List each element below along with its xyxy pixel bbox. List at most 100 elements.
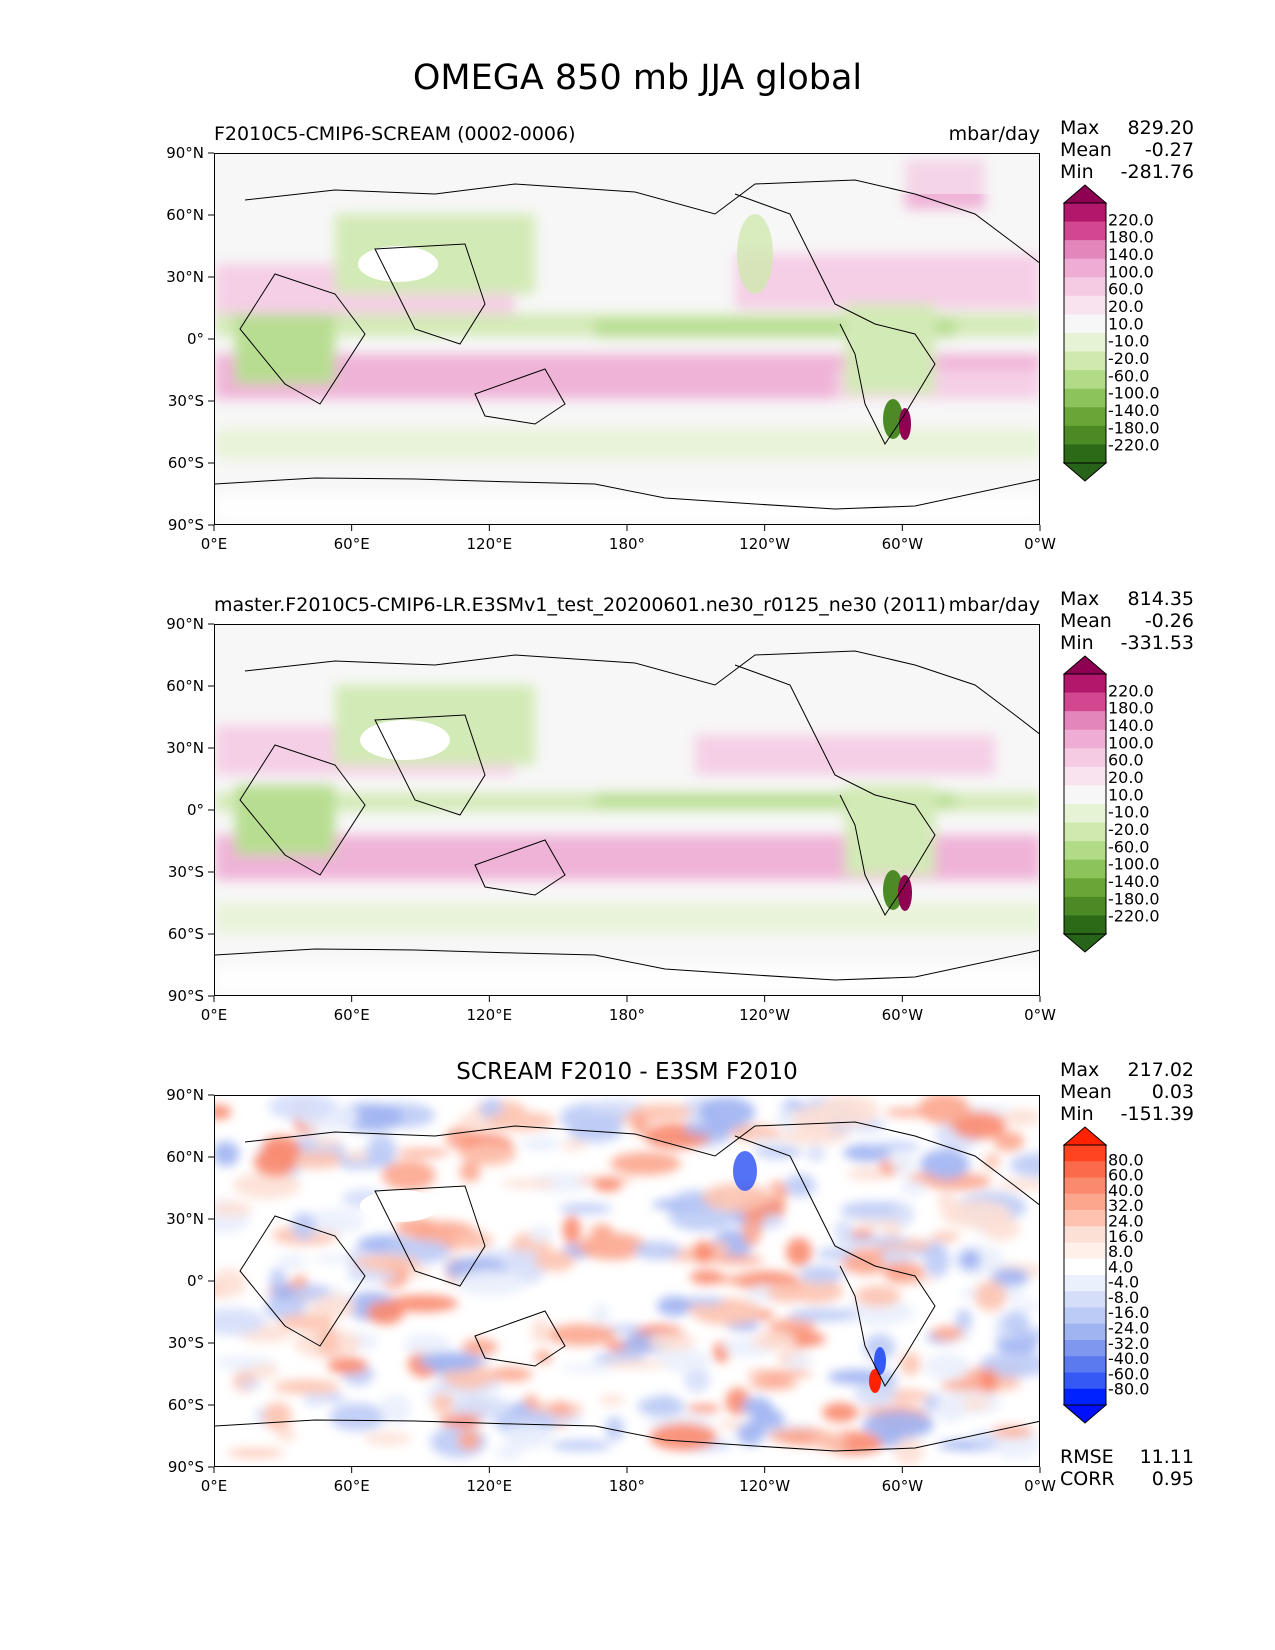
- diff-anomaly: [395, 1217, 439, 1238]
- diff-anomaly: [991, 1268, 1030, 1287]
- panel3-map: [214, 1095, 1040, 1467]
- diff-anomaly: [291, 1212, 316, 1240]
- diff-anomaly: [693, 1240, 715, 1264]
- colorbar-segment: [1064, 407, 1106, 427]
- colorbar-label: -180.0: [1108, 418, 1160, 437]
- diff-anomaly: [303, 1393, 325, 1407]
- lon-tick-label: 60°E: [334, 535, 370, 553]
- colorbar-segment: [1064, 1275, 1106, 1292]
- lat-tick-label: 90°N: [166, 615, 204, 633]
- diff-anomaly: [268, 1096, 336, 1121]
- diff-anomaly: [419, 1351, 483, 1371]
- diff-anomaly: [592, 1303, 610, 1326]
- diff-anomaly: [301, 1209, 365, 1235]
- panel3-max: Max 217.02: [1060, 1059, 1194, 1081]
- lat-tick-label: 60°N: [166, 206, 204, 224]
- diff-anomaly: [215, 1104, 232, 1120]
- colorbar-label: 8.0: [1108, 1242, 1133, 1261]
- colorbar-label: -20.0: [1108, 349, 1149, 368]
- colorbar-bottom-extend: [1062, 933, 1108, 953]
- diff-anomaly: [273, 1379, 341, 1395]
- colorbar-segment: [1064, 1340, 1106, 1357]
- diff-anomaly: [396, 1148, 450, 1157]
- diff-anomaly: [839, 1236, 911, 1245]
- colorbar-frame: [1063, 202, 1107, 464]
- colorbar-label: 80.0: [1108, 1150, 1144, 1169]
- diff-anomaly: [698, 1096, 756, 1128]
- lon-tick-label: 120°E: [467, 1477, 513, 1495]
- colorbar-label: -60.0: [1108, 837, 1149, 856]
- diff-anomaly: [561, 1139, 587, 1151]
- colorbar-segment: [1064, 203, 1106, 223]
- colorbar-label: -60.0: [1108, 1364, 1149, 1383]
- diff-anomaly: [520, 1136, 561, 1152]
- lon-tick-label: 180°: [609, 535, 645, 553]
- diff-anomaly: [534, 1249, 576, 1272]
- colorbar-segment: [1064, 1210, 1106, 1227]
- colorbar-top-extend: [1062, 184, 1108, 204]
- diff-anomaly: [605, 1416, 625, 1441]
- diff-anomaly: [233, 1172, 301, 1199]
- colorbar-segment: [1064, 1323, 1106, 1341]
- lat-tick-label: 30°S: [168, 1334, 204, 1352]
- diff-anomaly: [587, 1099, 645, 1114]
- diff-anomaly: [558, 1203, 613, 1214]
- diff-anomaly: [822, 1402, 859, 1423]
- diff-anomaly: [749, 1378, 798, 1390]
- panel1-min: Min -281.76: [1060, 161, 1194, 183]
- colorbar-segment: [1064, 674, 1106, 694]
- diff-anomaly: [215, 1268, 247, 1298]
- colorbar-label: 20.0: [1108, 768, 1144, 787]
- colorbar-segment: [1064, 1145, 1106, 1162]
- diff-anomaly: [750, 1137, 782, 1149]
- colorbar-label: 40.0: [1108, 1181, 1144, 1200]
- diff-anomaly: [712, 1241, 730, 1252]
- diff-anomaly: [862, 1411, 935, 1439]
- diff-anomaly: [311, 1137, 342, 1147]
- colorbar-bottom-extend: [1062, 1404, 1108, 1424]
- diff-anomaly: [253, 1147, 298, 1177]
- diff-anomaly: [687, 1404, 721, 1413]
- diff-anomaly: [346, 1270, 398, 1283]
- colorbar-segment: [1064, 370, 1106, 390]
- colorbar-label: -140.0: [1108, 401, 1160, 420]
- colorbar-segment: [1064, 388, 1106, 408]
- colorbar-segment: [1064, 1388, 1106, 1406]
- diff-anomaly: [529, 1172, 591, 1193]
- lat-tick-label: 60°S: [168, 925, 204, 943]
- diff-anomaly: [439, 1414, 482, 1428]
- diff-anomaly: [387, 1294, 459, 1313]
- diff-anomaly: [656, 1348, 711, 1373]
- diff-anomaly: [767, 1282, 805, 1303]
- colorbar-segment: [1064, 1226, 1106, 1243]
- diff-anomaly: [455, 1269, 527, 1297]
- colorbar-segment: [1064, 804, 1106, 824]
- colorbar-label: 10.0: [1108, 314, 1144, 333]
- colorbar-label: -24.0: [1108, 1319, 1149, 1338]
- colorbar-label: -16.0: [1108, 1303, 1149, 1322]
- diff-anomaly: [1010, 1152, 1039, 1178]
- diff-anomaly: [955, 1308, 972, 1333]
- colorbar-segment: [1064, 785, 1106, 805]
- colorbar-label: -60.0: [1108, 366, 1149, 385]
- colorbar-label: 100.0: [1108, 262, 1154, 281]
- diff-anomaly: [920, 1149, 970, 1180]
- lon-tick-label: 60°E: [334, 1477, 370, 1495]
- lon-tick-label: 0°W: [1024, 535, 1056, 553]
- panel1-mean: Mean -0.27: [1060, 139, 1194, 161]
- diff-anomaly: [1001, 1108, 1039, 1126]
- colorbar-segment: [1064, 277, 1106, 297]
- diff-anomaly: [528, 1225, 554, 1244]
- colorbar-label: -20.0: [1108, 820, 1149, 839]
- diff-anomaly: [702, 1183, 770, 1212]
- diff-anomaly: [711, 1255, 765, 1265]
- diff-anomaly: [648, 1332, 697, 1351]
- colorbar-label: 180.0: [1108, 228, 1154, 247]
- diff-anomaly: [843, 1298, 915, 1326]
- diff-anomaly: [215, 1141, 240, 1167]
- diff-anomaly: [593, 1178, 623, 1192]
- diff-anomaly: [909, 1172, 936, 1182]
- lon-tick-label: 120°W: [739, 1477, 790, 1495]
- panel2-map: [214, 624, 1040, 996]
- diff-anomaly: [327, 1357, 368, 1374]
